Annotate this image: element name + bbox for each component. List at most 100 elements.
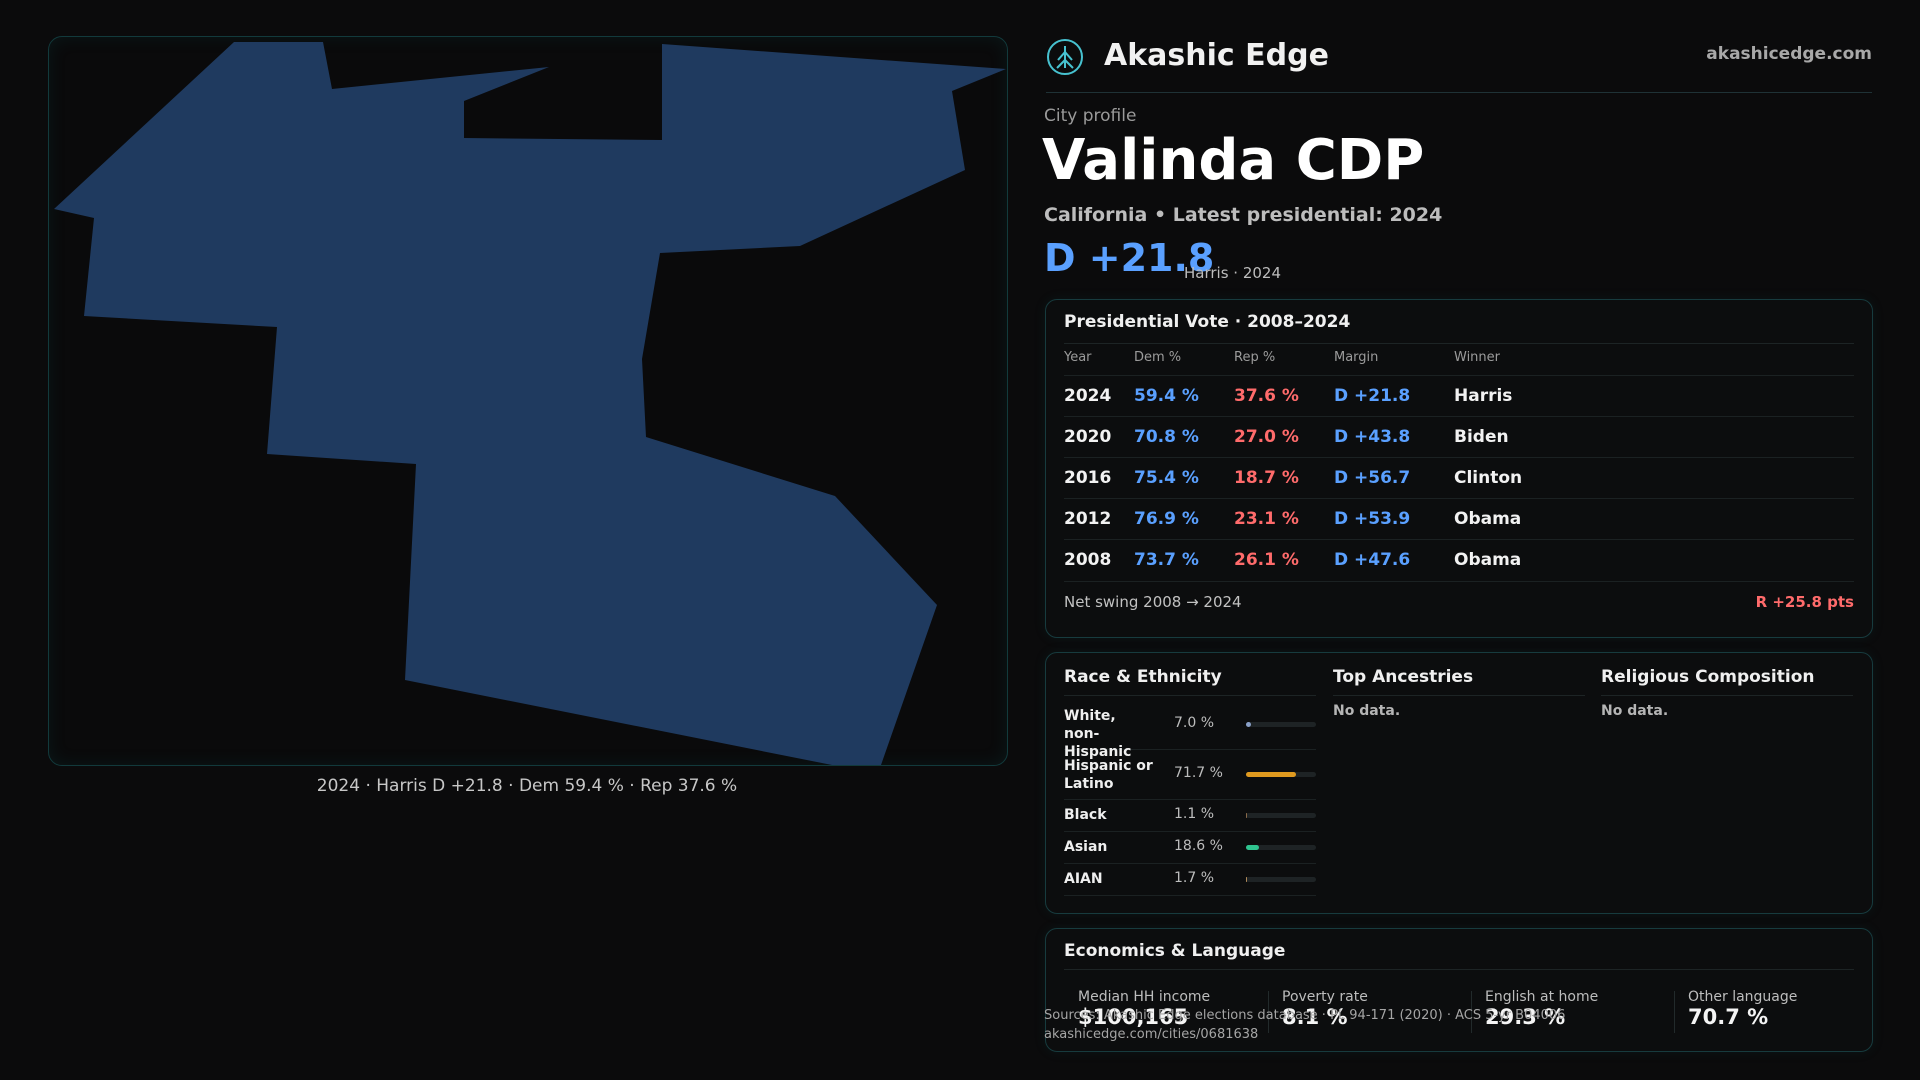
section-title: Religious Composition <box>1601 667 1815 687</box>
profile-kicker: City profile <box>1044 106 1137 126</box>
econ-value: 29.3 % <box>1485 1005 1566 1029</box>
econ-value: 8.1 % <box>1282 1005 1348 1029</box>
row-margin: D +53.9 <box>1334 509 1411 529</box>
table-row: 2012 76.9 % 23.1 % D +53.9 Obama <box>1064 498 1854 540</box>
city-title: Valinda CDP <box>1042 128 1425 193</box>
col-rep: Rep % <box>1234 350 1276 365</box>
district-map[interactable] <box>48 36 1008 766</box>
divider <box>1333 695 1585 696</box>
row-winner: Obama <box>1454 509 1522 529</box>
row-rep: 18.7 % <box>1234 468 1299 488</box>
row-rep: 27.0 % <box>1234 427 1299 447</box>
row-year: 2020 <box>1064 427 1112 447</box>
row-winner: Biden <box>1454 427 1509 447</box>
empty-state: No data. <box>1601 703 1669 719</box>
card-title: Presidential Vote · 2008–2024 <box>1064 312 1351 332</box>
row-dem: 70.8 % <box>1134 427 1199 447</box>
col-dem: Dem % <box>1134 350 1182 365</box>
divider <box>1064 695 1316 696</box>
table-row: 2008 73.7 % 26.1 % D +47.6 Obama <box>1064 539 1854 582</box>
race-bar-track <box>1246 772 1316 777</box>
vote-table-header: Year Dem % Rep % Margin Winner <box>1064 350 1854 368</box>
race-bar-fill <box>1246 722 1251 727</box>
presidential-vote-card: Presidential Vote · 2008–2024 Year Dem %… <box>1045 299 1873 638</box>
section-title: Race & Ethnicity <box>1064 667 1222 687</box>
race-pct: 18.6 % <box>1174 838 1223 854</box>
net-swing-value: R +25.8 pts <box>1755 593 1854 611</box>
race-bar-fill <box>1246 877 1248 882</box>
divider <box>1064 969 1854 970</box>
divider <box>1674 991 1675 1033</box>
tree-logo-icon[interactable] <box>1046 38 1084 76</box>
row-year: 2024 <box>1064 386 1112 406</box>
race-row: Hispanic or Latino 71.7 % <box>1064 749 1316 800</box>
econ-value: $100,165 <box>1078 1005 1189 1029</box>
table-row: 2020 70.8 % 27.0 % D +43.8 Biden <box>1064 416 1854 458</box>
divider <box>1268 991 1269 1033</box>
race-row: Asian 18.6 % <box>1064 831 1316 864</box>
row-margin: D +21.8 <box>1334 386 1411 406</box>
col-margin: Margin <box>1334 350 1379 365</box>
econ-median-income: Median HH income $100,165 <box>1064 989 1250 1041</box>
net-swing-label: Net swing 2008 → 2024 <box>1064 593 1242 611</box>
religion-section: Religious Composition No data. <box>1601 653 1853 913</box>
net-swing: Net swing 2008 → 2024 R +25.8 pts <box>1064 593 1854 611</box>
empty-state: No data. <box>1333 703 1401 719</box>
race-bar-fill <box>1246 813 1248 818</box>
table-row: 2024 59.4 % 37.6 % D +21.8 Harris <box>1064 375 1854 417</box>
row-winner: Harris <box>1454 386 1513 406</box>
race-row: Black 1.1 % <box>1064 799 1316 832</box>
row-year: 2016 <box>1064 468 1112 488</box>
race-name: Asian <box>1064 839 1108 855</box>
race-pct: 1.1 % <box>1174 806 1215 822</box>
source-link[interactable]: akashicedge.com/cities/0681638 <box>1044 1027 1259 1042</box>
economics-card: Economics & Language Median HH income $1… <box>1045 928 1873 1052</box>
race-pct: 1.7 % <box>1174 870 1215 886</box>
row-dem: 76.9 % <box>1134 509 1199 529</box>
race-ethnicity-section: Race & Ethnicity White, non-Hispanic 7.0… <box>1064 653 1316 913</box>
row-rep: 23.1 % <box>1234 509 1299 529</box>
race-bar-track <box>1246 877 1316 882</box>
source-note: Sources: Akashic Edge elections database… <box>1044 1006 1565 1044</box>
brand-name[interactable]: Akashic Edge <box>1104 38 1329 73</box>
source-citation: Sources: Akashic Edge elections database… <box>1044 1008 1566 1023</box>
divider <box>1601 695 1853 696</box>
table-row: 2016 75.4 % 18.7 % D +56.7 Clinton <box>1064 457 1854 499</box>
race-row: White, non-Hispanic 7.0 % <box>1064 699 1316 760</box>
brand-header: Akashic Edge akashicedge.com <box>1046 36 1872 93</box>
row-margin: D +47.6 <box>1334 550 1411 570</box>
row-dem: 73.7 % <box>1134 550 1199 570</box>
divider <box>1064 343 1854 344</box>
row-year: 2012 <box>1064 509 1112 529</box>
ancestries-section: Top Ancestries No data. <box>1333 653 1585 913</box>
district-shape[interactable] <box>54 42 1006 765</box>
econ-label: Median HH income <box>1078 989 1211 1005</box>
brand-url[interactable]: akashicedge.com <box>1706 44 1872 64</box>
econ-label: English at home <box>1485 989 1599 1005</box>
latest-margin-note: Harris · 2024 <box>1184 264 1282 282</box>
demographics-card: Race & Ethnicity White, non-Hispanic 7.0… <box>1045 652 1873 914</box>
race-pct: 7.0 % <box>1174 715 1215 731</box>
race-bar-track <box>1246 813 1316 818</box>
col-year: Year <box>1064 350 1092 365</box>
race-name: AIAN <box>1064 871 1103 887</box>
row-rep: 26.1 % <box>1234 550 1299 570</box>
map-caption: 2024 · Harris D +21.8 · Dem 59.4 % · Rep… <box>316 776 738 796</box>
row-margin: D +43.8 <box>1334 427 1411 447</box>
row-rep: 37.6 % <box>1234 386 1299 406</box>
row-year: 2008 <box>1064 550 1112 570</box>
race-bar-fill <box>1246 772 1297 777</box>
econ-english-at-home: English at home 29.3 % <box>1471 989 1657 1041</box>
profile-subline: California • Latest presidential: 2024 <box>1044 204 1443 226</box>
row-winner: Clinton <box>1454 468 1523 488</box>
race-bar-fill <box>1246 845 1260 850</box>
econ-value: 70.7 % <box>1688 1005 1769 1029</box>
race-name: Black <box>1064 807 1107 823</box>
race-row: AIAN 1.7 % <box>1064 863 1316 896</box>
econ-label: Other language <box>1688 989 1798 1005</box>
race-pct: 71.7 % <box>1174 765 1223 781</box>
row-dem: 59.4 % <box>1134 386 1199 406</box>
econ-poverty-rate: Poverty rate 8.1 % <box>1268 989 1454 1041</box>
race-bar-track <box>1246 845 1316 850</box>
race-bar-track <box>1246 722 1316 727</box>
